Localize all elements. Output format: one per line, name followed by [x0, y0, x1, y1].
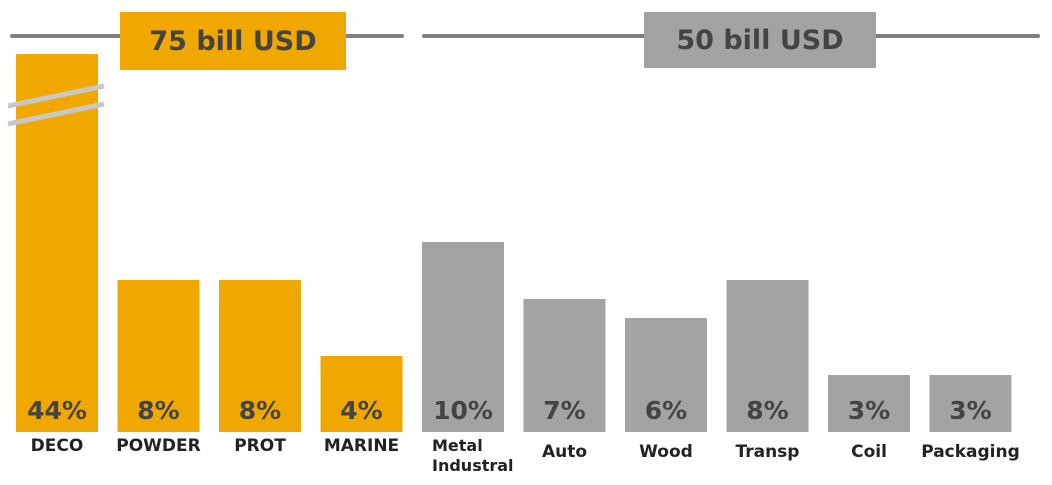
category-label-wood: Wood — [639, 442, 693, 462]
value-label-packaging: 3% — [949, 396, 991, 425]
category-label-powder: POWDER — [116, 436, 200, 456]
group-banner-industrial: 50 bill USD — [644, 12, 876, 68]
value-label-coil: 3% — [848, 396, 890, 425]
group-banner-coatings: 75 bill USD — [120, 12, 346, 70]
category-label-transp: Transp — [736, 442, 800, 462]
bar-marine — [320, 356, 403, 432]
category-label-metal-industral: Metal Industral — [432, 436, 514, 475]
category-label-deco: DECO — [31, 436, 84, 456]
bar-packaging — [929, 375, 1012, 432]
bar-coil — [828, 375, 910, 432]
group-banner-industrial-label: 50 bill USD — [676, 24, 844, 56]
group-banner-coatings-label: 75 bill USD — [149, 25, 317, 57]
value-label-transp: 8% — [746, 396, 788, 425]
value-label-metal-industral: 10% — [433, 396, 493, 425]
category-label-auto: Auto — [542, 442, 587, 462]
bar-powder — [117, 280, 200, 432]
bar-prot — [219, 280, 301, 432]
category-label-prot: PROT — [234, 436, 286, 456]
value-label-marine: 4% — [340, 396, 382, 425]
bar-transp — [726, 280, 809, 432]
axis-break-mark — [7, 83, 105, 109]
value-label-auto: 7% — [543, 396, 585, 425]
bar-wood — [625, 318, 707, 432]
axis-break-mark — [7, 101, 105, 127]
value-label-wood: 6% — [645, 396, 687, 425]
category-label-marine: MARINE — [324, 436, 399, 456]
value-label-deco: 44% — [27, 396, 87, 425]
value-label-prot: 8% — [239, 396, 281, 425]
bar-metal-industral — [422, 242, 504, 432]
bar-deco — [16, 54, 98, 432]
category-label-packaging: Packaging — [921, 442, 1020, 462]
value-label-powder: 8% — [137, 396, 179, 425]
bar-auto — [523, 299, 606, 432]
category-label-coil: Coil — [851, 442, 887, 462]
